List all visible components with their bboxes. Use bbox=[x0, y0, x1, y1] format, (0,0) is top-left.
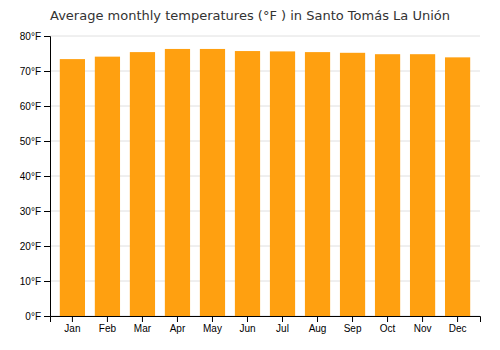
y-tick-mark bbox=[44, 141, 50, 142]
bar bbox=[270, 51, 295, 316]
bar bbox=[410, 54, 435, 316]
y-tick-label: 30°F bbox=[20, 206, 41, 217]
y-tick-label: 60°F bbox=[20, 101, 41, 112]
x-tick-mark bbox=[142, 316, 143, 322]
x-tick-label: Mar bbox=[134, 323, 152, 334]
y-tick-label: 50°F bbox=[20, 136, 41, 147]
bar bbox=[375, 54, 400, 316]
chart: Jan Feb Mar Apr May Jun Jul Aug Sep Oct Nov Dec 0°F 1… bbox=[0, 0, 500, 350]
x-tick: Feb bbox=[99, 316, 117, 334]
bar bbox=[130, 52, 155, 316]
x-tick-label: Sep bbox=[344, 323, 362, 334]
y-tick-mark bbox=[44, 246, 50, 247]
bars bbox=[60, 49, 470, 316]
title: Average monthly temperatures (°F ) in Sa… bbox=[50, 8, 450, 23]
x-tick-mark bbox=[457, 316, 458, 322]
y-tick-mark bbox=[44, 71, 50, 72]
x-axis: Jan Feb Mar Apr May Jun Jul Aug Sep Oct Nov Dec bbox=[51, 316, 481, 334]
x-tick-label: Oct bbox=[380, 323, 396, 334]
x-tick: Jun bbox=[239, 316, 255, 334]
bar bbox=[165, 49, 190, 316]
x-tick-label: Feb bbox=[99, 323, 117, 334]
y-axis-line bbox=[44, 37, 51, 317]
y-tick: 40°F bbox=[20, 171, 50, 182]
x-tick-mark bbox=[317, 316, 318, 322]
x-tick-mark bbox=[247, 316, 248, 322]
x-tick-mark bbox=[387, 316, 388, 322]
grid bbox=[50, 36, 480, 316]
x-tick-mark bbox=[177, 316, 178, 322]
y-tick-mark bbox=[44, 281, 50, 282]
x-tick-mark bbox=[212, 316, 213, 322]
bar bbox=[305, 52, 330, 316]
x-tick-mark bbox=[422, 316, 423, 322]
bar bbox=[235, 51, 260, 316]
bar bbox=[60, 59, 85, 316]
x-tick: Nov bbox=[414, 316, 432, 334]
y-tick: 30°F bbox=[20, 206, 50, 217]
y-tick: 10°F bbox=[20, 276, 50, 287]
x-tick-label: Jul bbox=[276, 323, 289, 334]
y-tick: 70°F bbox=[20, 66, 50, 77]
bar bbox=[340, 53, 365, 316]
y-axis: 0°F 10°F 20°F 30°F 40°F 50°F 60°F 70°F 80°F bbox=[20, 31, 51, 322]
x-tick-label: Apr bbox=[170, 323, 186, 334]
y-tick-mark bbox=[44, 316, 50, 317]
y-tick-label: 40°F bbox=[20, 171, 41, 182]
grid-line bbox=[50, 36, 480, 37]
y-tick: 80°F bbox=[20, 31, 50, 42]
bar bbox=[200, 49, 225, 316]
bar bbox=[95, 57, 120, 316]
x-tick-label: Jan bbox=[64, 323, 80, 334]
y-tick-mark bbox=[44, 36, 50, 37]
x-tick: Oct bbox=[380, 316, 396, 334]
y-tick: 20°F bbox=[20, 241, 50, 252]
bar bbox=[445, 57, 470, 316]
x-tick: Dec bbox=[449, 316, 467, 334]
x-tick: Jul bbox=[276, 316, 289, 334]
x-axis-line bbox=[51, 317, 481, 323]
x-tick-label: May bbox=[203, 323, 222, 334]
x-tick-mark bbox=[72, 316, 73, 322]
x-tick-label: Aug bbox=[309, 323, 327, 334]
x-tick: Sep bbox=[344, 316, 362, 334]
x-tick-mark bbox=[107, 316, 108, 322]
y-tick-mark bbox=[44, 106, 50, 107]
y-tick-label: 70°F bbox=[20, 66, 41, 77]
x-tick-mark bbox=[352, 316, 353, 322]
y-tick-label: 20°F bbox=[20, 241, 41, 252]
x-tick-label: Nov bbox=[414, 323, 432, 334]
y-tick: 50°F bbox=[20, 136, 50, 147]
x-tick-mark bbox=[282, 316, 283, 322]
x-tick-label: Jun bbox=[239, 323, 255, 334]
y-tick-mark bbox=[44, 211, 50, 212]
x-tick-label: Dec bbox=[449, 323, 467, 334]
x-tick: Apr bbox=[170, 316, 186, 334]
x-tick: Aug bbox=[309, 316, 327, 334]
plot: Jan Feb Mar Apr May Jun Jul Aug Sep Oct Nov Dec 0°F 1… bbox=[20, 31, 481, 334]
x-tick: May bbox=[203, 316, 222, 334]
y-tick-label: 10°F bbox=[20, 276, 41, 287]
y-tick: 60°F bbox=[20, 101, 50, 112]
x-tick: Mar bbox=[134, 316, 152, 334]
y-tick-label: 80°F bbox=[20, 31, 41, 42]
y-tick-label: 0°F bbox=[25, 311, 41, 322]
x-tick: Jan bbox=[64, 316, 80, 334]
y-tick: 0°F bbox=[25, 311, 50, 322]
y-tick-mark bbox=[44, 176, 50, 177]
